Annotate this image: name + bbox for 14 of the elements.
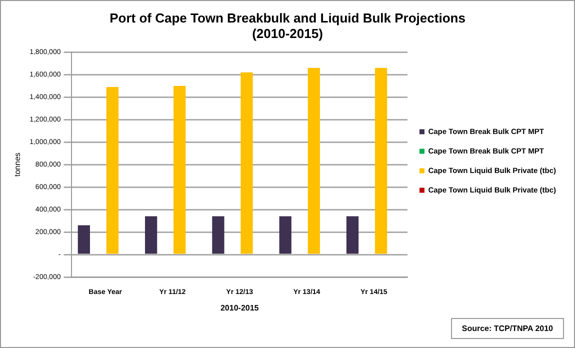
- y-axis-title: tonnes: [13, 152, 22, 177]
- bar: [212, 216, 224, 254]
- bar: [78, 225, 90, 254]
- bar: [346, 216, 359, 254]
- source-note: Source: TCP/TNPA 2010: [450, 318, 564, 339]
- bar: [374, 68, 388, 254]
- bar: [106, 87, 119, 254]
- chart-title: Port of Cape Town Breakbulk and Liquid Bulk Projections (2010-2015): [110, 10, 466, 41]
- bar: [174, 86, 186, 254]
- x-axis-title: 2010-2015: [220, 303, 260, 312]
- bar: [279, 216, 292, 254]
- bar: [240, 72, 253, 254]
- bar: [308, 68, 320, 254]
- bar: [144, 216, 158, 254]
